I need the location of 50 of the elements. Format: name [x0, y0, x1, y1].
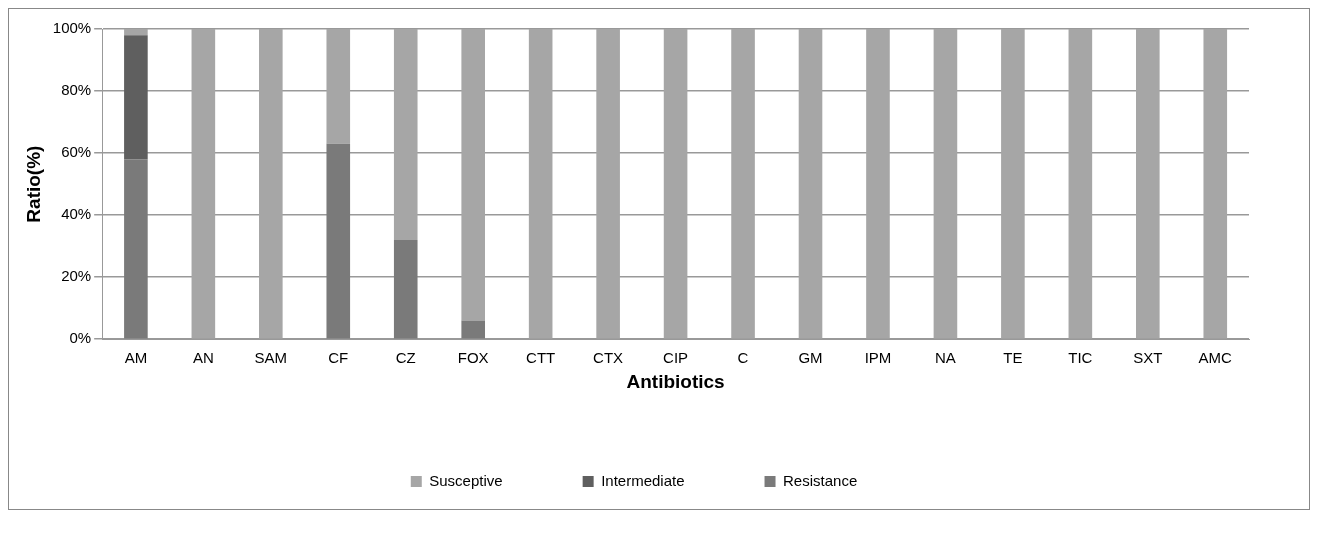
x-tick-label: AN [192, 349, 214, 367]
x-tick-label: CF [328, 349, 349, 367]
x-tick-label: AM [124, 349, 148, 367]
bar [1001, 29, 1025, 339]
x-tick-label: TIC [1068, 349, 1093, 367]
bar [528, 29, 553, 339]
y-tick-label: 20% [61, 267, 92, 285]
x-tick-label: CTX [593, 349, 624, 367]
x-tick-label: TE [1003, 349, 1023, 367]
bar [798, 29, 823, 339]
x-tick-label: C [737, 349, 749, 367]
bar [326, 143, 351, 339]
legend-label: Intermediate [601, 471, 685, 489]
x-axis-title: Antibiotics [626, 370, 725, 392]
legend-label: Resistance [783, 471, 858, 489]
y-tick-label: 100% [52, 19, 92, 37]
y-axis-title: Ratio(%) [22, 145, 44, 223]
bar [933, 29, 958, 339]
bar [393, 239, 418, 339]
bar [731, 29, 755, 339]
bar [1068, 29, 1093, 339]
bar [1136, 29, 1160, 339]
bar [393, 29, 418, 240]
bar [124, 159, 148, 339]
bar [191, 29, 216, 339]
bar [124, 29, 148, 36]
x-tick-label: CTT [526, 349, 556, 367]
bar [326, 29, 351, 144]
x-tick-label: CIP [663, 349, 689, 367]
y-tick-label: 60% [61, 143, 92, 161]
bar [663, 29, 688, 339]
x-tick-label: SXT [1133, 349, 1163, 367]
bar [596, 29, 620, 339]
x-tick-label: IPM [864, 349, 892, 367]
x-tick-label: GM [798, 349, 823, 367]
bar [461, 320, 486, 339]
y-tick-label: 40% [61, 205, 92, 223]
x-tick-label: AMC [1198, 349, 1233, 367]
x-tick-label: CZ [395, 349, 416, 367]
legend-label: Susceptive [429, 471, 503, 489]
bar [461, 29, 486, 321]
bar [259, 29, 283, 339]
x-tick-label: SAM [254, 349, 288, 367]
y-tick-label: 80% [61, 81, 92, 99]
bar [866, 29, 890, 339]
bar [124, 35, 148, 160]
bar [1203, 29, 1228, 339]
x-tick-label: FOX [457, 349, 489, 367]
y-tick-label: 0% [69, 329, 92, 347]
x-tick-label: NA [935, 349, 956, 367]
